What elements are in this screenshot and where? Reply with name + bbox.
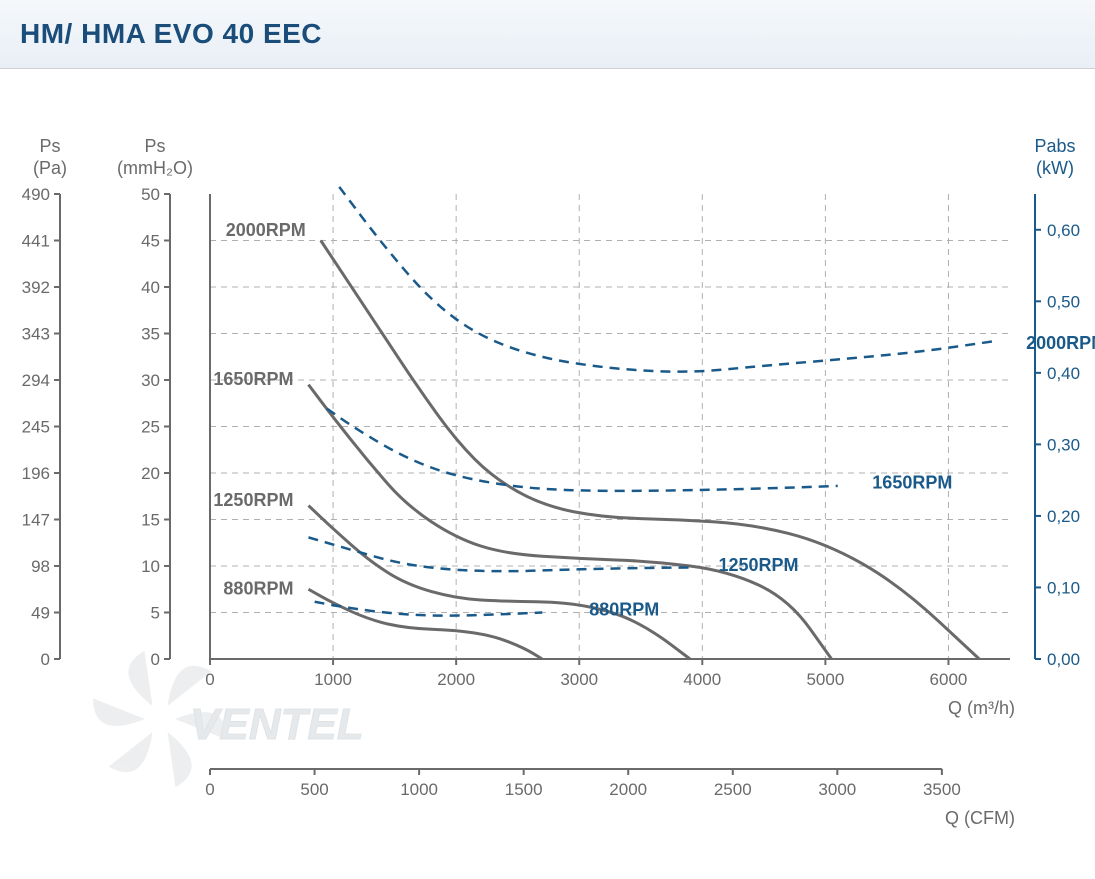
tick-pabs: 0,40 <box>1047 364 1080 383</box>
tick-mmh2o: 30 <box>141 371 160 390</box>
ps-rpm-label: 880RPM <box>223 578 293 598</box>
tick-mmh2o: 5 <box>151 604 160 623</box>
tick-m3h: 0 <box>205 670 214 689</box>
tick-pa: 392 <box>22 278 50 297</box>
svg-text:(Pa): (Pa) <box>33 158 67 178</box>
tick-cfm: 2000 <box>609 780 647 799</box>
ps-rpm-label: 1650RPM <box>213 369 293 389</box>
fan-curve-chart: VENTEL04998147196245294343392441490Ps(Pa… <box>0 99 1095 879</box>
ps-rpm-label: 1250RPM <box>213 490 293 510</box>
svg-text:(kW): (kW) <box>1036 158 1074 178</box>
pabs-rpm-label: 2000RPM <box>1026 333 1095 353</box>
svg-text:VENTEL: VENTEL <box>190 700 364 749</box>
axis-label-cfm: Q (CFM) <box>945 808 1015 828</box>
tick-pabs: 0,50 <box>1047 292 1080 311</box>
tick-cfm: 3500 <box>923 780 961 799</box>
tick-m3h: 1000 <box>314 670 352 689</box>
chart-svg: VENTEL04998147196245294343392441490Ps(Pa… <box>0 99 1095 879</box>
tick-m3h: 6000 <box>930 670 968 689</box>
tick-m3h: 5000 <box>806 670 844 689</box>
pabs-rpm-label: 1650RPM <box>872 473 952 493</box>
tick-pa: 98 <box>31 557 50 576</box>
tick-mmh2o: 0 <box>151 650 160 669</box>
tick-pa: 147 <box>22 511 50 530</box>
tick-pa: 49 <box>31 604 50 623</box>
tick-mmh2o: 45 <box>141 232 160 251</box>
tick-pa: 343 <box>22 325 50 344</box>
tick-cfm: 1500 <box>505 780 543 799</box>
tick-pabs: 0,00 <box>1047 650 1080 669</box>
tick-m3h: 2000 <box>437 670 475 689</box>
tick-cfm: 3000 <box>818 780 856 799</box>
tick-mmh2o: 25 <box>141 418 160 437</box>
tick-m3h: 3000 <box>560 670 598 689</box>
tick-pa: 0 <box>41 650 50 669</box>
ps-curve-1250RPM <box>308 506 690 659</box>
ps-curve-1650RPM <box>308 385 831 659</box>
axis-label-mmh2o: Ps <box>144 136 165 156</box>
tick-cfm: 2500 <box>714 780 752 799</box>
tick-pa: 245 <box>22 418 50 437</box>
tick-pabs: 0,10 <box>1047 578 1080 597</box>
tick-pa: 441 <box>22 232 50 251</box>
axis-label-pa: Ps <box>39 136 60 156</box>
pabs-curve-880RPM <box>315 602 543 616</box>
tick-pa: 490 <box>22 185 50 204</box>
title-bar: HM/ HMA EVO 40 EEC <box>0 0 1095 69</box>
tick-mmh2o: 20 <box>141 464 160 483</box>
tick-cfm: 500 <box>300 780 328 799</box>
tick-pabs: 0,20 <box>1047 507 1080 526</box>
ps-curve-2000RPM <box>321 241 979 660</box>
pabs-curve-2000RPM <box>339 187 997 372</box>
tick-mmh2o: 10 <box>141 557 160 576</box>
tick-mmh2o: 40 <box>141 278 160 297</box>
page-title: HM/ HMA EVO 40 EEC <box>20 18 1075 50</box>
tick-pabs: 0,30 <box>1047 435 1080 454</box>
pabs-rpm-label: 1250RPM <box>718 555 798 575</box>
tick-pa: 196 <box>22 464 50 483</box>
tick-mmh2o: 15 <box>141 511 160 530</box>
axis-label-pabs: Pabs <box>1034 136 1075 156</box>
tick-mmh2o: 35 <box>141 325 160 344</box>
axis-label-m3h: Q (m³/h) <box>948 698 1015 718</box>
svg-text:(mmH₂O): (mmH₂O) <box>117 158 193 178</box>
pabs-curve-1650RPM <box>327 409 838 491</box>
tick-mmh2o: 50 <box>141 185 160 204</box>
tick-cfm: 1000 <box>400 780 438 799</box>
ps-rpm-label: 2000RPM <box>226 220 306 240</box>
tick-cfm: 0 <box>205 780 214 799</box>
pabs-rpm-label: 880RPM <box>589 599 659 619</box>
tick-m3h: 4000 <box>683 670 721 689</box>
tick-pabs: 0,60 <box>1047 221 1080 240</box>
tick-pa: 294 <box>22 371 50 390</box>
